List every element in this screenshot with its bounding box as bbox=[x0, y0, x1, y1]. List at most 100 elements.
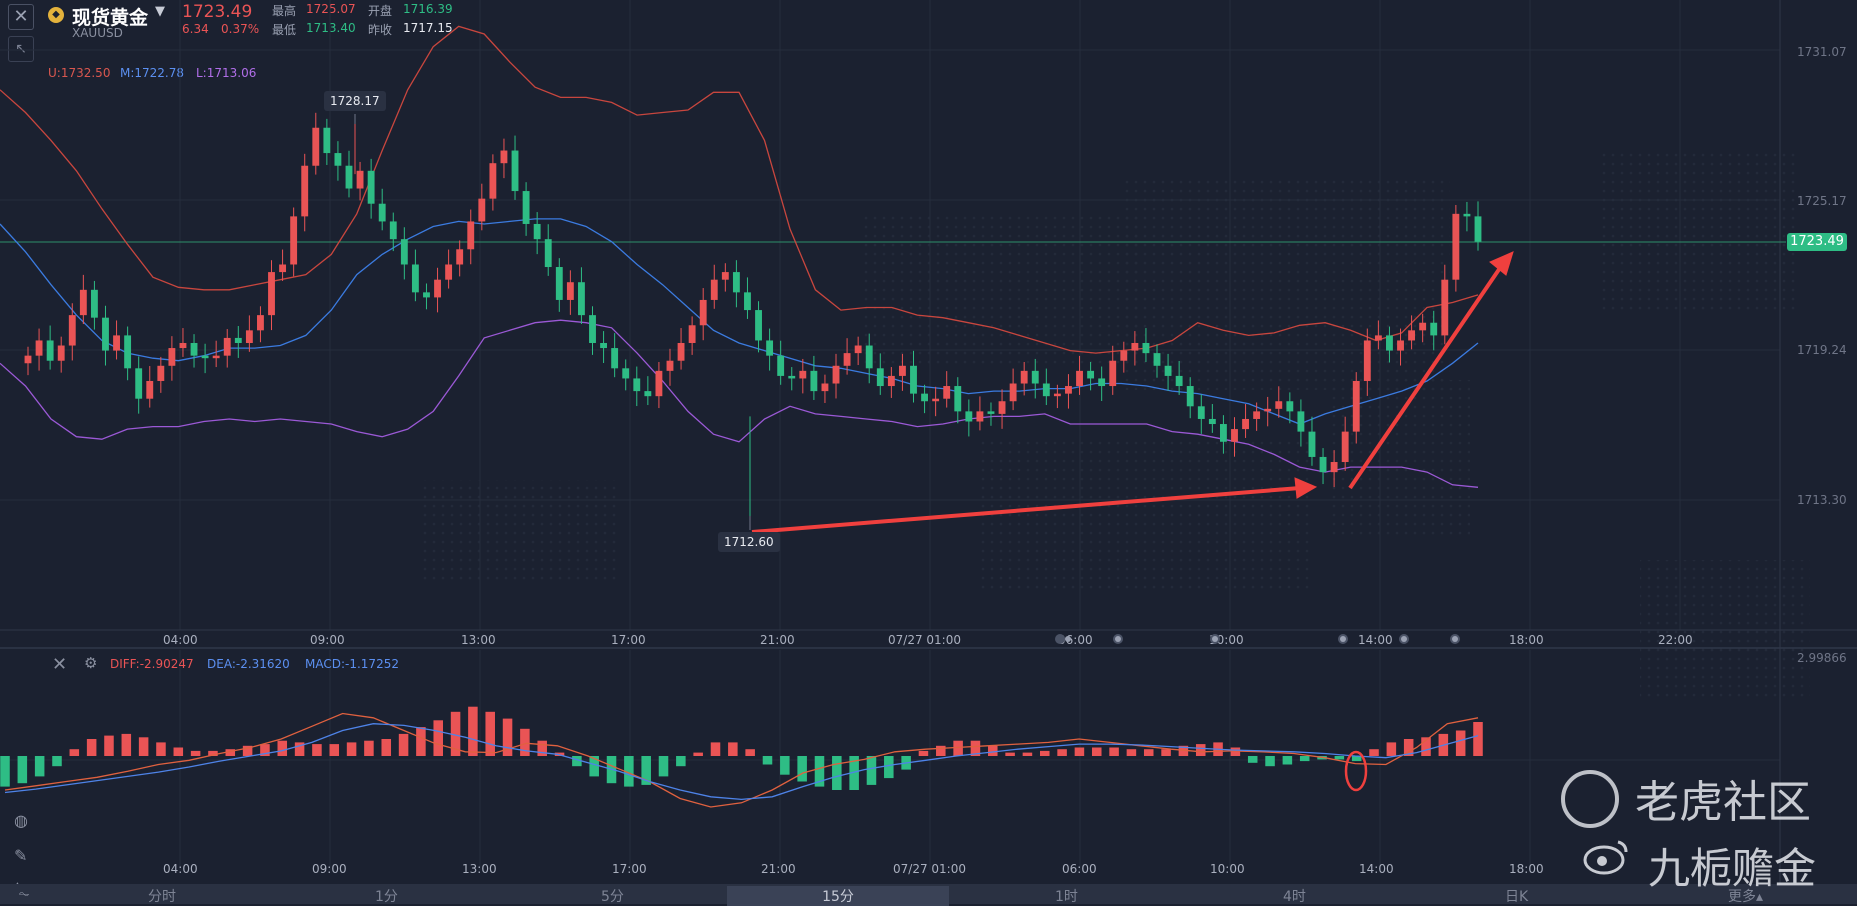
macd-histogram-bar bbox=[1022, 752, 1033, 756]
candle-body bbox=[921, 393, 928, 402]
candle-body bbox=[279, 264, 287, 273]
macd-histogram-bar bbox=[658, 756, 669, 777]
macd-histogram-bar bbox=[277, 740, 288, 756]
pencil-icon[interactable]: ✎ bbox=[14, 846, 28, 865]
macd-time-label: 04:00 bbox=[163, 862, 198, 876]
macd-time-label: 09:00 bbox=[312, 862, 347, 876]
candle-body bbox=[500, 150, 508, 164]
tab-4h[interactable]: 4时 bbox=[1283, 889, 1306, 905]
macd-histogram-bar bbox=[866, 756, 877, 785]
candle-body bbox=[1208, 418, 1216, 425]
close-indicator-icon[interactable]: ✕ bbox=[52, 654, 68, 675]
macd-dea-legend: DEA:-2.31620 bbox=[207, 657, 290, 671]
candle-body bbox=[1253, 411, 1261, 419]
price-axis-label: 1719.24 bbox=[1797, 343, 1847, 357]
boll-upper-legend: U:1732.50 bbox=[48, 66, 111, 80]
cursor-tool-icon[interactable]: ↖ bbox=[8, 36, 34, 62]
candle-body bbox=[611, 348, 619, 369]
layers-icon[interactable]: ◍ bbox=[14, 811, 28, 830]
candle-body bbox=[79, 289, 87, 316]
time-axis-label: 22:00 bbox=[1658, 633, 1693, 647]
candle-body bbox=[46, 340, 54, 361]
candle-body bbox=[1042, 383, 1050, 397]
macd-histogram-bar bbox=[450, 711, 461, 756]
macd-histogram-bar bbox=[121, 733, 132, 756]
time-axis-label: 18:00 bbox=[1509, 633, 1544, 647]
tab-daily[interactable]: 日K bbox=[1505, 889, 1529, 905]
macd-histogram-bar bbox=[1351, 756, 1362, 762]
macd-histogram-bar bbox=[86, 739, 97, 756]
candle-body bbox=[843, 353, 851, 366]
candle-body bbox=[35, 340, 43, 356]
candle-body bbox=[910, 365, 917, 394]
candle-body bbox=[1087, 370, 1095, 379]
low-callout: 1712.60 bbox=[718, 532, 780, 552]
macd-histogram-bar bbox=[1299, 756, 1310, 762]
tab-1min[interactable]: 1分 bbox=[375, 889, 398, 905]
candle-body bbox=[489, 163, 497, 199]
candle-body bbox=[1120, 350, 1128, 361]
watermark-author: 九栀赡金 bbox=[1648, 844, 1817, 893]
gold-coin-icon: ◆ bbox=[48, 7, 64, 23]
caret-down-icon[interactable]: ▼ bbox=[155, 4, 165, 19]
macd-histogram-bar bbox=[1126, 749, 1137, 756]
tab-more[interactable]: 更多▴ bbox=[1728, 889, 1764, 905]
macd-histogram-bar bbox=[814, 756, 825, 787]
candle-body bbox=[1076, 370, 1083, 387]
candle-body bbox=[810, 370, 818, 392]
candle-body bbox=[766, 340, 774, 356]
candle-body bbox=[190, 342, 198, 356]
tab-fenshi[interactable]: 分时 bbox=[148, 889, 176, 905]
macd-histogram-bar bbox=[1265, 756, 1275, 767]
macd-histogram-bar bbox=[52, 756, 62, 767]
macd-axis-label: 2.99866 bbox=[1797, 651, 1847, 665]
chart-type-icon[interactable]: ⏦ bbox=[18, 886, 30, 902]
candle-body bbox=[1452, 213, 1460, 280]
macd-histogram-bar bbox=[398, 733, 409, 756]
event-markers[interactable] bbox=[0, 630, 1500, 650]
tab-1h[interactable]: 1时 bbox=[1055, 889, 1078, 905]
symbol-name[interactable]: 现货黄金 bbox=[72, 7, 149, 29]
macd-histogram-bar bbox=[676, 756, 686, 767]
candle-body bbox=[1242, 418, 1249, 430]
candle-body bbox=[1031, 370, 1039, 384]
candle-body bbox=[1408, 330, 1416, 341]
macd-histogram-bar bbox=[1386, 742, 1397, 756]
macd-histogram-bar bbox=[242, 745, 253, 756]
candle-body bbox=[600, 342, 608, 349]
last-price: 1723.49 bbox=[182, 2, 253, 22]
candle-body bbox=[1053, 393, 1061, 397]
macd-histogram-bar bbox=[433, 720, 444, 756]
macd-histogram-bar bbox=[1091, 747, 1102, 756]
candle-body bbox=[887, 375, 895, 387]
macd-histogram-bar bbox=[1247, 756, 1258, 763]
macd-histogram-bar bbox=[1403, 739, 1414, 756]
boll-m-line bbox=[0, 218, 1479, 425]
macd-histogram-bar bbox=[520, 728, 530, 756]
candle-body bbox=[1463, 213, 1471, 217]
macd-histogram-bar bbox=[1074, 747, 1085, 756]
close-icon[interactable]: ✕ bbox=[8, 4, 34, 30]
weibo-icon bbox=[1583, 840, 1628, 875]
candle-body bbox=[566, 282, 574, 300]
candle-body bbox=[68, 315, 76, 346]
candle-body bbox=[367, 170, 375, 204]
macd-histogram-bar bbox=[1282, 756, 1293, 765]
candle-body bbox=[345, 165, 353, 189]
tab-15min[interactable]: 15分 bbox=[727, 886, 949, 906]
candle-body bbox=[677, 342, 685, 361]
macd-histogram-bar bbox=[312, 744, 322, 756]
macd-time-label: 06:00 bbox=[1062, 862, 1097, 876]
tab-5min[interactable]: 5分 bbox=[601, 889, 624, 905]
macd-diff-line bbox=[4, 712, 1479, 808]
candle-body bbox=[1197, 406, 1205, 419]
time-axis-label: 13:00 bbox=[461, 633, 496, 647]
macd-time-label: 13:00 bbox=[462, 862, 497, 876]
gear-icon[interactable]: ⚙ bbox=[84, 654, 98, 672]
macd-histogram-bar bbox=[762, 756, 773, 765]
candle-body bbox=[1109, 360, 1117, 387]
macd-time-label: 18:00 bbox=[1509, 862, 1544, 876]
candle-body bbox=[799, 370, 807, 379]
macd-histogram-bar bbox=[34, 756, 45, 777]
